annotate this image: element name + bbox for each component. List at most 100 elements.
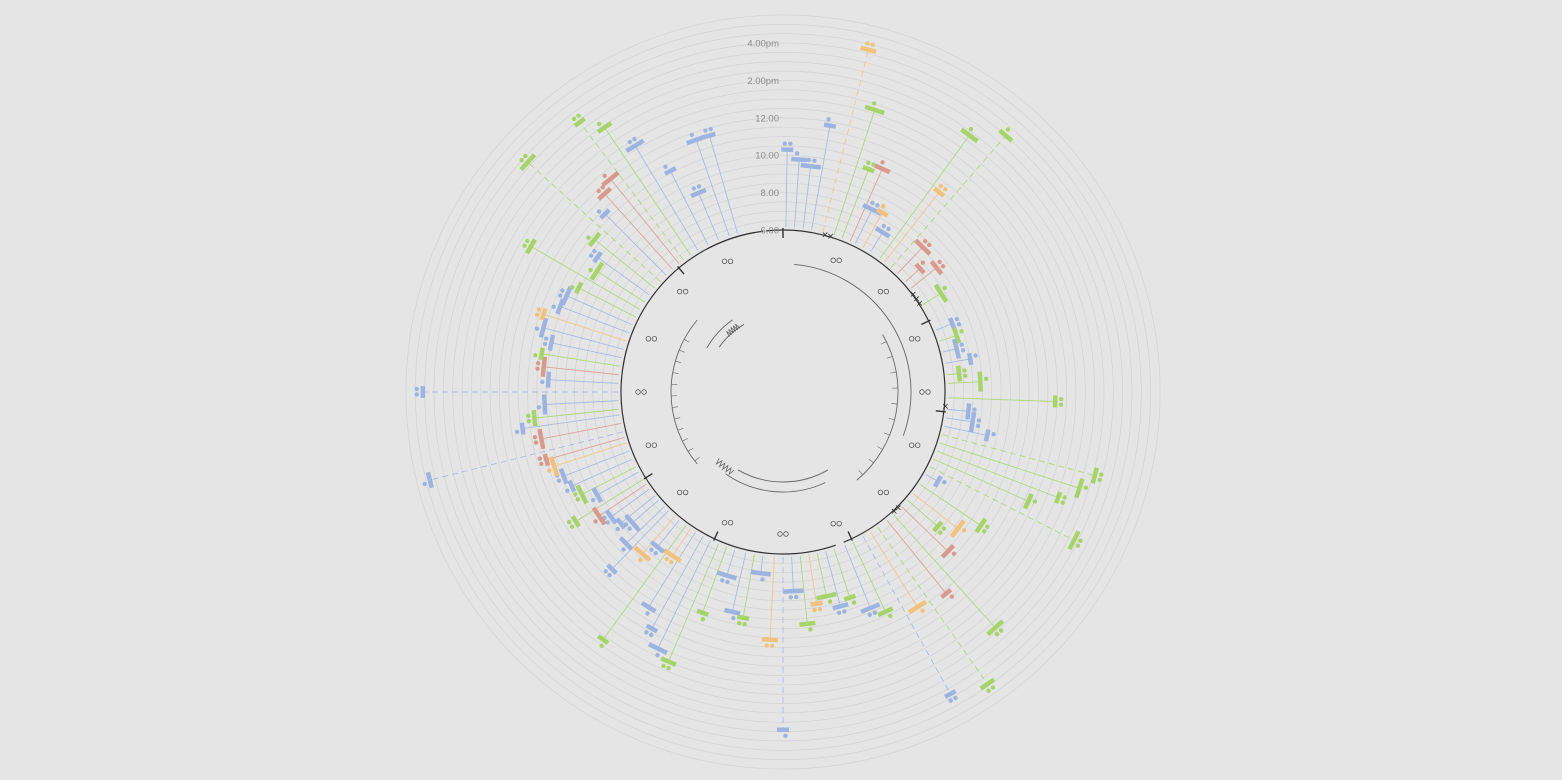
event-dot	[990, 685, 996, 690]
grid-circle	[517, 126, 1049, 658]
event-dot	[972, 407, 977, 412]
event-spoke	[604, 213, 667, 276]
event-spoke	[897, 246, 924, 274]
event-spoke	[651, 536, 704, 629]
event-spoke	[522, 414, 620, 430]
event-spoke	[554, 442, 627, 467]
event-bar	[933, 186, 946, 198]
event-spoke	[610, 178, 680, 265]
event-spoke	[929, 466, 1075, 541]
ring-notch	[677, 265, 685, 275]
event-dot	[1032, 499, 1038, 504]
event-spoke	[698, 192, 719, 241]
event-bar	[596, 634, 610, 645]
event-bar	[799, 620, 816, 627]
event-dot	[708, 126, 713, 132]
event-bar	[633, 545, 652, 563]
event-dot	[880, 204, 886, 209]
event-bar	[949, 519, 966, 538]
event-bar	[800, 162, 821, 170]
event-spoke	[936, 450, 1059, 499]
event-bar	[951, 338, 962, 359]
event-dot	[648, 632, 654, 638]
event-dot	[871, 101, 877, 106]
event-spoke	[742, 554, 755, 618]
event-bar	[591, 506, 607, 526]
event-bar	[649, 540, 666, 554]
event-dot	[514, 429, 520, 435]
event-dot	[760, 577, 765, 582]
event-dot	[414, 386, 419, 392]
event-bar	[601, 170, 620, 187]
event-spoke	[543, 327, 624, 350]
circle-marker	[783, 531, 789, 537]
event-dot	[703, 128, 708, 133]
circle-marker	[721, 520, 728, 526]
event-dot	[920, 260, 926, 265]
event-bar	[750, 569, 771, 577]
event-dot	[808, 627, 813, 632]
event-spoke	[901, 506, 949, 552]
event-dot	[725, 579, 730, 585]
event-dot	[661, 663, 666, 669]
circle-marker	[721, 258, 728, 264]
event-dot	[602, 173, 607, 179]
event-bar	[974, 517, 988, 534]
event-spoke	[933, 458, 1029, 502]
radial-tick-label: 6.00	[761, 226, 780, 237]
event-dot	[794, 594, 799, 600]
event-dot	[519, 157, 524, 163]
event-dot	[985, 524, 990, 529]
event-dot	[691, 186, 697, 191]
event-spoke	[610, 488, 650, 518]
event-spoke	[884, 191, 940, 263]
event-dot	[607, 572, 612, 578]
event-spoke	[862, 536, 951, 695]
event-bar	[597, 186, 612, 201]
event-dot	[571, 116, 577, 122]
event-dot	[569, 285, 575, 290]
ring-notch	[643, 473, 653, 480]
event-dot	[525, 238, 530, 244]
cross-marker: ×	[890, 507, 898, 517]
event-dot	[942, 480, 947, 485]
circle-marker	[645, 442, 652, 448]
event-dot	[720, 578, 725, 583]
event-bar	[1090, 467, 1100, 484]
event-spoke	[785, 149, 788, 228]
circle-marker	[883, 288, 890, 295]
event-dot	[565, 488, 570, 493]
event-spoke	[879, 135, 970, 259]
event-bar	[531, 409, 538, 427]
event-dot	[536, 307, 541, 312]
event-dot	[543, 336, 549, 341]
event-dot	[961, 528, 967, 533]
event-bar	[933, 283, 949, 303]
event-dot	[596, 188, 601, 194]
event-dot	[851, 600, 857, 605]
inner-arc	[718, 324, 745, 348]
event-spoke	[890, 135, 1007, 268]
inner-arc-tick	[858, 470, 864, 475]
circle-marker	[651, 336, 658, 342]
event-bar	[570, 515, 581, 528]
event-spoke	[769, 556, 775, 640]
event-spoke	[544, 400, 619, 405]
event-bar	[624, 513, 641, 532]
event-spoke	[541, 423, 622, 440]
ring-notch	[921, 319, 931, 326]
event-dot	[596, 209, 602, 214]
circle-marker	[641, 389, 647, 395]
event-dot	[547, 468, 552, 473]
event-spoke	[854, 209, 873, 244]
radial-tick-labels: 6.00 8.00 10.00 12.00 2.00pm 4.00pm	[747, 39, 779, 237]
event-spoke	[543, 366, 619, 376]
event-spoke	[543, 313, 627, 342]
event-dot	[569, 524, 575, 529]
event-bar	[696, 608, 710, 617]
event-spoke	[877, 526, 988, 685]
event-dot	[645, 611, 650, 616]
event-bar	[685, 134, 707, 146]
event-spoke	[632, 499, 659, 524]
event-dot	[968, 126, 974, 132]
